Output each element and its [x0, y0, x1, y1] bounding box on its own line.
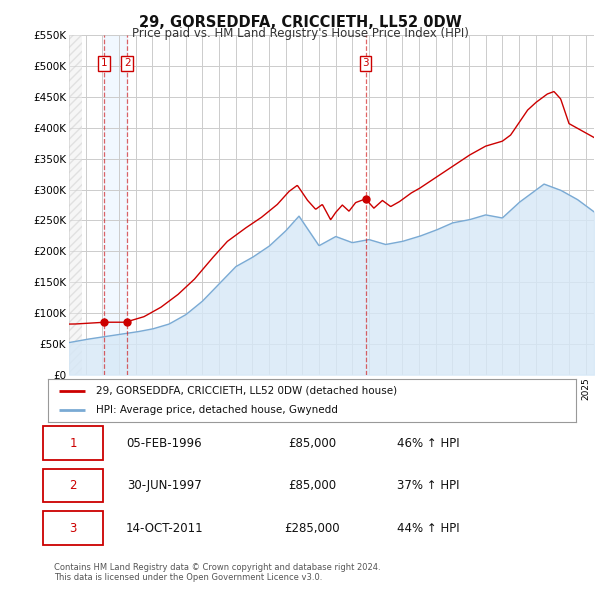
- Text: HPI: Average price, detached house, Gwynedd: HPI: Average price, detached house, Gwyn…: [95, 405, 337, 415]
- Text: Price paid vs. HM Land Registry's House Price Index (HPI): Price paid vs. HM Land Registry's House …: [131, 27, 469, 40]
- Text: Contains HM Land Registry data © Crown copyright and database right 2024.: Contains HM Land Registry data © Crown c…: [54, 563, 380, 572]
- Text: 1: 1: [101, 58, 107, 68]
- Text: 14-OCT-2011: 14-OCT-2011: [125, 522, 203, 535]
- Text: 29, GORSEDDFA, CRICCIETH, LL52 0DW: 29, GORSEDDFA, CRICCIETH, LL52 0DW: [139, 15, 461, 30]
- Text: 3: 3: [70, 522, 77, 535]
- FancyBboxPatch shape: [43, 426, 103, 460]
- Text: 29, GORSEDDFA, CRICCIETH, LL52 0DW (detached house): 29, GORSEDDFA, CRICCIETH, LL52 0DW (deta…: [95, 386, 397, 396]
- Text: This data is licensed under the Open Government Licence v3.0.: This data is licensed under the Open Gov…: [54, 573, 322, 582]
- Text: 1: 1: [70, 437, 77, 450]
- Text: 3: 3: [362, 58, 369, 68]
- Text: 2: 2: [70, 479, 77, 492]
- Text: £285,000: £285,000: [284, 522, 340, 535]
- FancyBboxPatch shape: [43, 468, 103, 503]
- Text: 46% ↑ HPI: 46% ↑ HPI: [397, 437, 460, 450]
- FancyBboxPatch shape: [43, 511, 103, 545]
- Text: 30-JUN-1997: 30-JUN-1997: [127, 479, 202, 492]
- Text: 05-FEB-1996: 05-FEB-1996: [127, 437, 202, 450]
- Text: £85,000: £85,000: [288, 479, 336, 492]
- Bar: [104, 35, 127, 375]
- Text: 37% ↑ HPI: 37% ↑ HPI: [397, 479, 460, 492]
- Text: £85,000: £85,000: [288, 437, 336, 450]
- Text: 44% ↑ HPI: 44% ↑ HPI: [397, 522, 460, 535]
- Text: 2: 2: [124, 58, 131, 68]
